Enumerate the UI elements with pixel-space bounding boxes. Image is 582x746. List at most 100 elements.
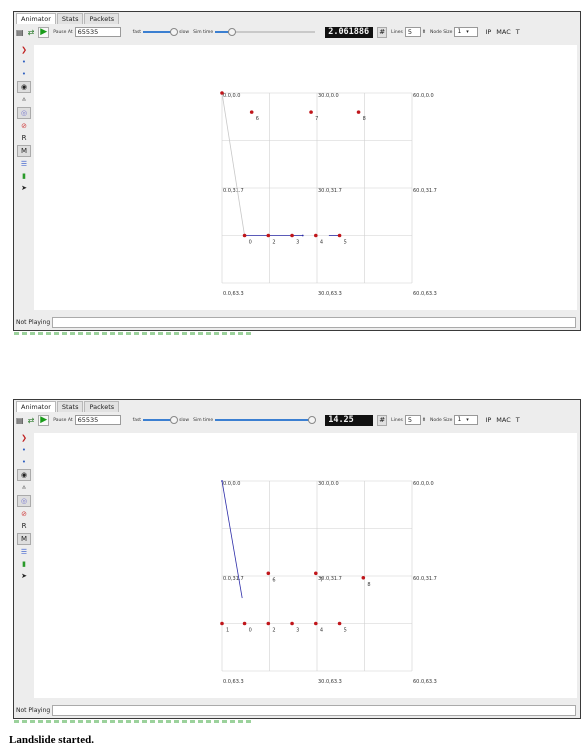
sim-time-slider[interactable]	[215, 28, 316, 36]
list-icon[interactable]: ☰	[20, 160, 28, 168]
chevron-right-icon[interactable]: ❯	[21, 434, 27, 442]
t-toggle[interactable]: T	[515, 416, 520, 424]
status-field	[52, 704, 576, 716]
tab-packets[interactable]: Packets	[84, 13, 120, 24]
chevron-right-icon[interactable]: ❯	[21, 46, 27, 54]
tab-animator[interactable]: Animator	[16, 401, 56, 412]
r-button[interactable]: R	[21, 522, 27, 530]
t-toggle[interactable]: T	[515, 28, 520, 36]
node-icon[interactable]: ◉	[17, 469, 31, 481]
node-1[interactable]	[220, 621, 224, 626]
sim-time-display: 2.061886	[325, 26, 374, 38]
settings-icon[interactable]: ◎	[17, 107, 31, 119]
packet-arrowhead	[221, 480, 223, 482]
grid-coordinate-label: 0.0,31.7	[223, 576, 244, 582]
node-size-select[interactable]: 1 ▾	[454, 27, 479, 37]
node-label-8: 8	[367, 582, 370, 588]
zoom-in-icon[interactable]: •	[21, 446, 27, 454]
node-8[interactable]	[361, 576, 366, 580]
node-5[interactable]	[337, 233, 342, 238]
terminal-strip	[14, 720, 254, 723]
reload-icon[interactable]: ⇄	[27, 27, 35, 37]
r-button[interactable]: R	[21, 134, 27, 142]
grid-toggle-button[interactable]: #	[377, 414, 388, 426]
node-label-2: 2	[272, 240, 275, 246]
no-entry-icon[interactable]: ⊘	[21, 122, 27, 130]
pause-at-input[interactable]: 65535	[74, 415, 121, 425]
cursor-icon[interactable]: ➤	[21, 572, 27, 580]
sim-time-slider-knob[interactable]	[228, 28, 237, 36]
speed-slider[interactable]	[143, 28, 179, 36]
grid-coordinate-label: 0.0,63.3	[223, 679, 244, 685]
node-7[interactable]	[309, 110, 313, 114]
no-entry-icon[interactable]: ⊘	[21, 510, 27, 518]
cursor-icon[interactable]: ➤	[21, 184, 27, 192]
node-3[interactable]	[290, 233, 294, 238]
zoom-out-icon[interactable]: •	[21, 70, 27, 78]
animation-canvas[interactable]: 0.0,0.0 30.0,0.0 60.0,0.0 0.0,31.7 30.0,31.7…	[34, 45, 577, 310]
play-button[interactable]: ▶	[38, 26, 50, 38]
tab-packets[interactable]: Packets	[84, 401, 120, 412]
zoom-out-icon[interactable]: •	[21, 458, 27, 466]
lines-input[interactable]: 5	[404, 415, 421, 425]
node-label-7: 7	[320, 577, 323, 583]
grid-toggle-button[interactable]: #	[377, 26, 388, 38]
node-label-5: 5	[344, 628, 347, 634]
open-file-icon[interactable]: ▤	[16, 415, 24, 425]
grid-coordinate-label: 30.0,0.0	[318, 93, 339, 99]
packet-icon[interactable]: ⁂	[22, 97, 26, 102]
node-4[interactable]	[314, 621, 318, 626]
node-0[interactable]	[242, 621, 247, 626]
toolbar: ▤ ⇄ ▶ Pause At 65535 fast slow Sim time …	[16, 25, 578, 39]
node-icon[interactable]: ◉	[17, 81, 31, 93]
node-6[interactable]	[266, 571, 271, 576]
node-1[interactable]	[220, 91, 224, 95]
grid-coordinate-label: 60.0,0.0	[413, 481, 434, 487]
sim-time-slider[interactable]	[215, 416, 317, 424]
mac-toggle[interactable]: MAC	[496, 416, 511, 424]
side-toolbar: ❯ • • ◉ ⁂ ◎ ⊘ R M ☰ ▮ ➤	[17, 433, 31, 583]
speed-slider[interactable]	[143, 416, 179, 424]
node-size-label: Node Size	[430, 29, 453, 35]
lines-spinner-icon[interactable]: ⬍	[421, 29, 427, 35]
caption-text: Landslide started.	[9, 734, 94, 746]
speed-slider-knob[interactable]	[170, 416, 179, 424]
lines-input[interactable]: 5	[404, 27, 421, 37]
node-3[interactable]	[290, 621, 294, 626]
node-0[interactable]	[242, 233, 247, 238]
m-button[interactable]: M	[17, 145, 31, 157]
sim-time-slider-knob[interactable]	[308, 416, 317, 424]
pause-at-input[interactable]: 65535	[74, 27, 121, 37]
tab-stats[interactable]: Stats	[56, 13, 84, 24]
node-label-2: 2	[272, 628, 275, 634]
play-button[interactable]: ▶	[38, 414, 50, 426]
node-6[interactable]	[249, 110, 254, 114]
reload-icon[interactable]: ⇄	[27, 415, 35, 425]
node-2[interactable]	[266, 233, 271, 238]
node-5[interactable]	[337, 621, 342, 626]
speed-slider-knob[interactable]	[170, 28, 179, 36]
animation-canvas[interactable]: 0.0,0.0 30.0,0.0 60.0,0.0 0.0,31.7 30.0,31.7…	[34, 433, 577, 698]
tab-animator[interactable]: Animator	[16, 13, 56, 24]
tab-stats[interactable]: Stats	[56, 401, 84, 412]
open-file-icon[interactable]: ▤	[16, 27, 24, 37]
mac-toggle[interactable]: MAC	[496, 28, 511, 36]
battery-icon[interactable]: ▮	[22, 560, 26, 568]
fast-label: fast	[132, 417, 142, 423]
tab-bar: Animator Stats Packets	[16, 13, 120, 24]
node-2[interactable]	[266, 621, 271, 626]
settings-icon[interactable]: ◎	[17, 495, 31, 507]
node-size-select[interactable]: 1 ▾	[454, 415, 479, 425]
packet-icon[interactable]: ⁂	[22, 485, 26, 490]
lines-spinner-icon[interactable]: ⬍	[421, 417, 427, 423]
ip-toggle[interactable]: IP	[485, 28, 492, 36]
node-8[interactable]	[356, 110, 361, 114]
ip-toggle[interactable]: IP	[485, 416, 492, 424]
node-7[interactable]	[314, 571, 318, 576]
battery-icon[interactable]: ▮	[22, 172, 26, 180]
list-icon[interactable]: ☰	[20, 548, 28, 556]
zoom-in-icon[interactable]: •	[21, 58, 27, 66]
m-button[interactable]: M	[17, 533, 31, 545]
node-4[interactable]	[314, 233, 318, 238]
status-text: Not Playing	[16, 706, 51, 714]
